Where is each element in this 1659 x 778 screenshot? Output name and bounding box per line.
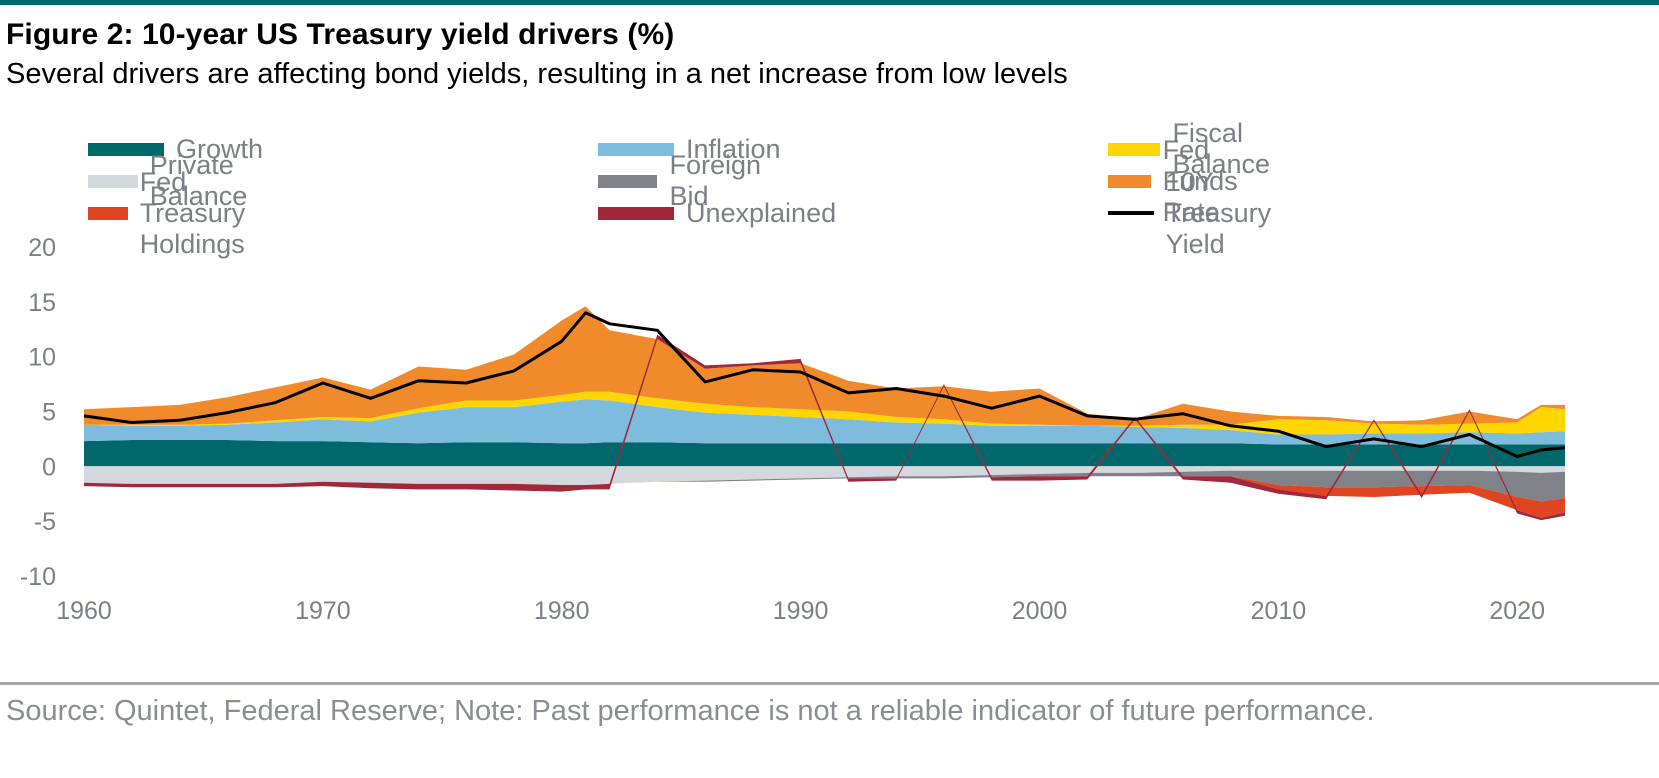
- legend-label-fed-funds-rate: Fed Funds Rate: [1162, 134, 1238, 227]
- legend-swatch-fed-funds-rate: [1108, 174, 1151, 188]
- legend-swatch-fed-treasury-holdings: [88, 206, 128, 220]
- x-tick-label: 2010: [1251, 597, 1307, 625]
- legend-swatch-foreign-bid: [598, 174, 658, 188]
- y-tick-label: 0: [42, 453, 56, 481]
- figure-subtitle: Several drivers are affecting bond yield…: [6, 58, 1068, 90]
- y-tick-label: 15: [28, 289, 56, 317]
- x-tick-label: 2000: [1012, 597, 1068, 625]
- y-tick-label: -5: [34, 508, 56, 536]
- legend-item-private-balance: Private Balance: [88, 150, 274, 211]
- yield-line-layer: [83, 311, 1566, 458]
- legend-label-fed-treasury-holdings: Fed Treasury Holdings: [139, 166, 246, 259]
- legend-item-fed-treasury-holdings: Fed Treasury Holdings: [88, 167, 282, 259]
- area-fed-funds-rate: [84, 306, 1565, 426]
- legend-swatch-10y-treasury-yield: [1108, 211, 1154, 215]
- legend-item-fiscal-balance: Fiscal Balance: [1108, 118, 1294, 179]
- y-tick-label: 20: [28, 235, 56, 262]
- x-axis: 1960 1970 1980 1990 2000 2010 2020: [56, 597, 1545, 625]
- x-tick-label: 1980: [534, 597, 590, 625]
- legend-label-unexplained: Unexplained: [686, 197, 837, 228]
- top-accent-bar: [0, 0, 1659, 5]
- legend-label-private-balance: Private Balance: [149, 150, 248, 211]
- legend-item-fed-funds-rate: Fed Funds Rate: [1108, 135, 1271, 227]
- legend-item-growth: Growth: [88, 133, 264, 164]
- y-axis: 20 15 10 5 0 -5 -10: [20, 235, 56, 591]
- x-tick-label: 1990: [773, 597, 829, 625]
- legend-item-unexplained: Unexplained: [598, 197, 837, 228]
- y-tick-label: -10: [20, 563, 56, 591]
- source-note: Source: Quintet, Federal Reserve; Note: …: [6, 695, 1375, 727]
- legend-label-fiscal-balance: Fiscal Balance: [1172, 118, 1271, 179]
- legend-swatch-growth: [88, 142, 164, 156]
- area-growth: [84, 440, 1565, 467]
- legend-item-foreign-bid: Foreign Bid: [598, 150, 778, 211]
- y-tick-label: 5: [42, 399, 56, 427]
- area-fiscal-balance: [84, 391, 1565, 435]
- legend-swatch-private-balance: [88, 174, 138, 188]
- x-tick-label: 2020: [1489, 597, 1545, 625]
- y-tick-label: 10: [28, 344, 56, 372]
- legend-swatch-fiscal-balance: [1108, 142, 1161, 156]
- legend-item-10y-treasury-yield: 10Y Treasury Yield: [1108, 167, 1302, 259]
- x-tick-label: 1960: [56, 597, 112, 625]
- legend-swatch-unexplained: [598, 206, 674, 220]
- legend-label-inflation: Inflation: [686, 133, 781, 164]
- legend-label-growth: Growth: [176, 133, 264, 164]
- footer-divider: [0, 682, 1659, 685]
- figure-title: Figure 2: 10-year US Treasury yield driv…: [6, 18, 675, 51]
- legend-item-inflation: Inflation: [598, 133, 781, 164]
- x-tick-label: 1970: [295, 597, 351, 625]
- legend-label-10y-treasury-yield: 10Y Treasury Yield: [1165, 166, 1272, 259]
- line-10y-treasury-yield: [83, 311, 1566, 458]
- stacked-area-layer: [84, 306, 1565, 521]
- legend-swatch-inflation: [598, 142, 674, 156]
- legend-label-foreign-bid: Foreign Bid: [669, 150, 762, 211]
- area-private-balance: [84, 466, 1565, 485]
- area-foreign-bid: [84, 470, 1565, 502]
- yield-drivers-chart: 20 15 10 5 0 -5 -10 1960 1970 1980 1990 2000 2010 20…: [20, 235, 1566, 625]
